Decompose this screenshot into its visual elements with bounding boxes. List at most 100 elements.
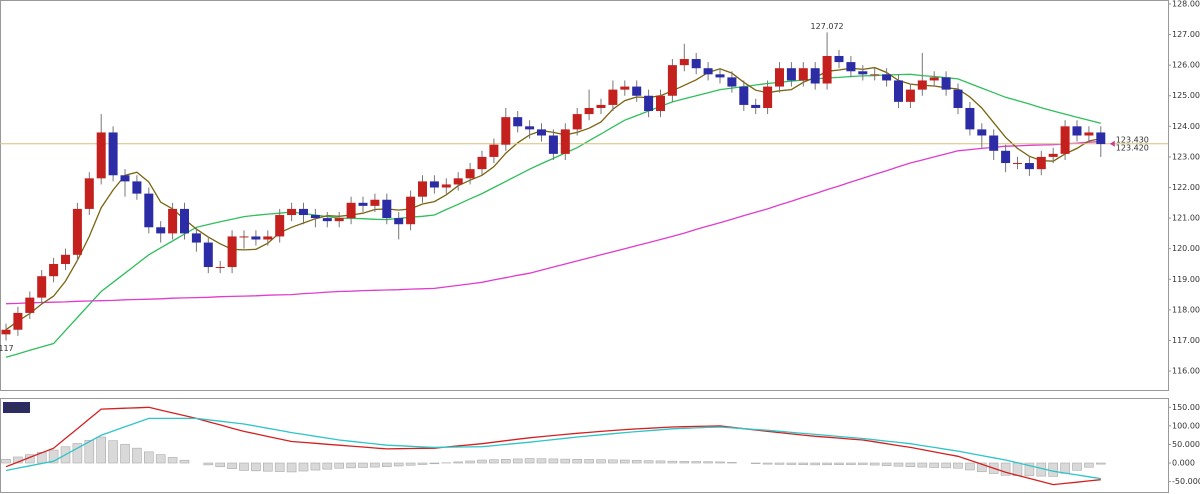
y-tick-label: 100.0000 [1172,421,1200,430]
histogram-bar [631,460,642,464]
histogram-bar [84,439,95,464]
histogram-bar [477,459,487,464]
histogram-bar [976,462,987,473]
candle-body [953,89,963,108]
histogram-bar [262,462,273,472]
histogram-bar [1096,462,1106,465]
candle-body [1072,126,1082,136]
candle-body [120,175,130,182]
candle-body [822,55,832,84]
candle-body [537,129,546,136]
candle-body [263,236,273,240]
candle-body [310,215,320,219]
candle-body [1084,132,1094,136]
candle-body [715,74,725,78]
histogram-bar [655,460,666,464]
y-tick-label: 123.000 [1172,152,1200,161]
candle-body [965,107,975,130]
price-label: 123.420 [1116,144,1149,153]
candle-body [763,86,773,108]
histogram-bar [251,462,261,472]
y-tick-label: 125.000 [1172,91,1200,100]
candle-body [501,117,511,145]
histogram-bar [274,462,285,472]
candle-body [929,77,939,81]
candle-body [858,71,868,75]
histogram-bar [750,462,761,464]
histogram-bar [643,460,654,464]
histogram-bar [1012,462,1023,476]
y-tick-label: -50.0000 [1172,477,1200,486]
candle-body [191,233,201,243]
candle-body [656,95,665,112]
histogram-bar [227,462,237,469]
candle-body [691,59,701,69]
histogram-bar [132,447,142,464]
macd-line [5,406,1101,486]
histogram-bar [596,459,606,464]
histogram-bar [286,462,297,473]
candle-body [786,68,796,81]
histogram-bar [584,459,594,464]
y-tick-label: 0.000 [1172,459,1195,468]
candle-body [810,68,820,84]
histogram-bar [881,462,892,466]
histogram-bar [560,458,571,464]
histogram-bar [1084,462,1094,468]
histogram-bar [1072,462,1082,471]
histogram-bar [96,436,106,464]
candle-body [834,55,844,63]
macd-label-box [3,402,30,413]
y-tick-label: 128.000 [1172,0,1200,8]
histogram-bar [965,462,975,471]
histogram-bar [822,462,832,466]
histogram-bar [524,458,535,464]
candle-body [1001,150,1011,164]
histogram-bar [1024,462,1035,477]
candle-body [370,199,380,206]
histogram-bar [429,462,440,465]
y-tick-label: 150.0000 [1172,403,1200,412]
candle-body [751,104,761,108]
histogram-bar [500,459,511,464]
candle-body [25,297,35,313]
candle-body [1060,126,1070,154]
y-tick-label: 126.000 [1172,61,1200,70]
candle-body [905,89,915,102]
histogram-bar [857,462,868,465]
histogram-bar [703,461,713,464]
histogram-bar [548,458,559,464]
candle-body [203,242,213,268]
histogram-bar [393,462,404,467]
candle-body [227,236,237,268]
histogram-bar [144,451,154,464]
price-marker [1109,140,1115,147]
histogram-bar [941,462,951,469]
candle-body [358,202,368,206]
histogram-bar [905,462,916,468]
y-tick-label: 120.000 [1172,244,1200,253]
histogram-bar [762,462,773,465]
candle-body [394,218,404,225]
candle-body [644,95,654,112]
histogram-bar [239,462,249,471]
histogram-bar [417,462,428,465]
candle-body [49,263,59,277]
histogram-bar [322,462,333,470]
moving-average-line [5,140,1101,305]
histogram-bar [774,462,785,465]
histogram-bar [155,454,166,464]
histogram-bar [917,462,928,468]
candle-body [180,208,189,234]
candle-body [632,86,642,96]
histogram-bar [512,458,523,464]
candle-body [917,80,927,90]
histogram-bar [536,458,547,464]
candle-body [72,208,82,255]
candle-body [84,178,94,209]
candle-body [382,199,392,219]
candle-body [608,89,618,105]
y-tick-label: 127.000 [1172,30,1200,39]
histogram-bar [215,462,225,468]
candle-body [989,135,999,151]
